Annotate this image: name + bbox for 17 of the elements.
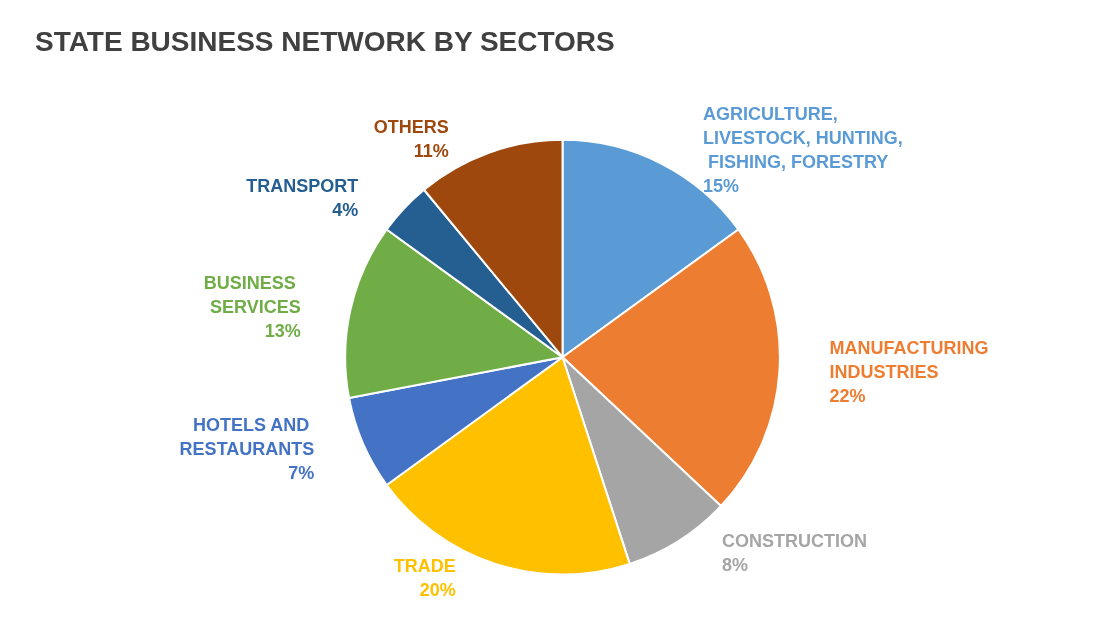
slice-label: CONSTRUCTION [722,531,868,552]
data-label: 11% [413,140,449,161]
data-label: 15% [703,176,740,197]
data-label: 7% [288,463,315,484]
slice-label: TRADE [393,556,456,577]
slice-label: MANUFACTURING INDUSTRIES [829,337,994,382]
data-label: 22% [829,385,866,406]
data-label: 4% [332,200,359,221]
slice-label: AGRICULTURE, LIVESTOCK, HUNTING, FISHING, FORESTRY [703,104,903,173]
data-label: 13% [264,320,301,341]
data-label: 8% [722,555,749,576]
chart-title: STATE BUSINESS NETWORK BY SECTORS [35,25,615,57]
slice-label: TRANSPORT [246,176,359,197]
slice-label: OTHERS [373,116,449,137]
slice-label: HOTELS AND RESTAURANTS [179,415,315,460]
slice-label: BUSINESS SERVICES [203,272,301,317]
data-label: 20% [419,580,456,601]
